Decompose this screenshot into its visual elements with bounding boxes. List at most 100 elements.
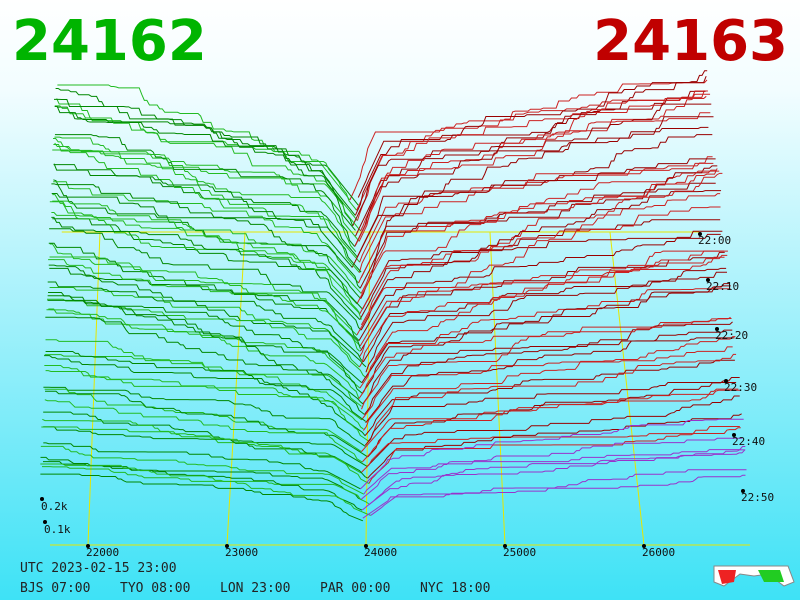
price-dot [503,544,507,548]
bid-curve [48,259,361,352]
bid-curve [40,445,365,495]
ask-curve [351,116,714,268]
bid-curve [48,264,364,363]
price-dot [86,544,90,548]
bid-curve [54,134,356,247]
bid-curve [51,216,361,320]
ask-curve [359,190,722,320]
ask-curve [360,165,718,299]
ask-curve [354,103,712,247]
bid-curve [53,143,361,263]
ask-curve [358,93,711,242]
bid-curve [52,200,362,294]
ask-curve [356,79,708,211]
depth-curves [40,70,747,522]
ask-curve [359,256,725,357]
bid-curve [44,354,362,421]
ask-curve [367,377,740,458]
bid-curve [54,142,360,242]
axis-labels: 22000 23000 24000 25000 26000 22:00 22:10 22:20… [40,232,774,559]
floor-line [365,231,371,546]
bid-curve [51,183,362,300]
ask-curve [362,389,741,463]
bid-curve [48,242,360,342]
bid-curve [48,291,363,384]
bid-curve [44,364,369,442]
bid-curve [49,201,362,320]
ask-curve [360,418,744,490]
bid-curve [44,399,363,463]
ask-curve [358,230,723,341]
ask-curve [361,388,739,452]
bid-curve [49,228,362,331]
time-dot [741,489,745,493]
ask-curve [368,449,746,506]
floor-line [226,231,246,546]
time-dot [715,327,719,331]
floor-line [609,231,645,546]
bid-curve [56,98,351,201]
ask-curve [362,219,721,310]
ask-curve [359,250,725,347]
bid-curve [45,339,362,407]
ask-curve [370,474,746,516]
ask-curve [368,427,741,484]
bid-curve [49,267,361,349]
price-dot [642,544,646,548]
ask-curve [361,449,746,511]
price-label: 25000 [503,546,536,559]
bid-curve [46,309,360,399]
ask-curve [368,353,737,442]
ask-curve [366,395,740,468]
ask-curve [362,321,733,404]
bid-curve [51,192,361,289]
time-dot [724,379,728,383]
ask-curve [360,158,716,279]
bid-curve [53,164,362,273]
time-label: 22:00 [698,234,731,247]
time-zones: BJS 07:00 TYO 08:00 LON 23:00 PAR 00:00 NYC … [20,581,490,596]
bid-curve [53,163,358,258]
time-dot [732,433,736,437]
price-dot [225,544,229,548]
bid-curve [53,181,359,284]
depth-label: 0.1k [44,523,71,536]
time-label: 22:20 [715,329,748,342]
bid-curve [53,179,353,268]
ask-curve [365,254,728,378]
ask-curve [360,425,740,474]
time-label: 22:50 [741,491,774,504]
ask-curve [364,382,737,446]
ask-curve [359,288,731,389]
ask-curve [356,95,707,221]
bid-curve [57,84,358,211]
depth-label: 0.2k [41,500,68,513]
zone-time: PAR 00:00 [320,581,390,596]
ask-curve [367,413,742,479]
time-label: 22:40 [732,435,765,448]
ask-curve [363,437,743,495]
floor-line [87,231,101,546]
ask-curve [361,346,733,421]
bid-curve [46,298,367,378]
bid-curve [49,287,360,368]
bid-curve [56,106,359,206]
zone-time: LON 23:00 [220,581,290,596]
ask-curve [358,316,731,399]
ask-curve [359,156,713,263]
bid-curve [52,149,360,273]
ask-curve [352,70,708,227]
time-dot [698,232,702,236]
price-label: 23000 [225,546,258,559]
ask-curve [360,206,721,326]
ask-curve [358,162,714,273]
ask-curve [360,446,746,500]
bid-curve [44,355,366,437]
depth-dot [40,497,44,501]
ask-curve [365,337,735,424]
bid-curve [41,426,370,484]
time-label: 22:10 [706,280,739,293]
bid-curve [43,426,368,479]
time-dot [706,278,710,282]
depth-dot [43,520,47,524]
